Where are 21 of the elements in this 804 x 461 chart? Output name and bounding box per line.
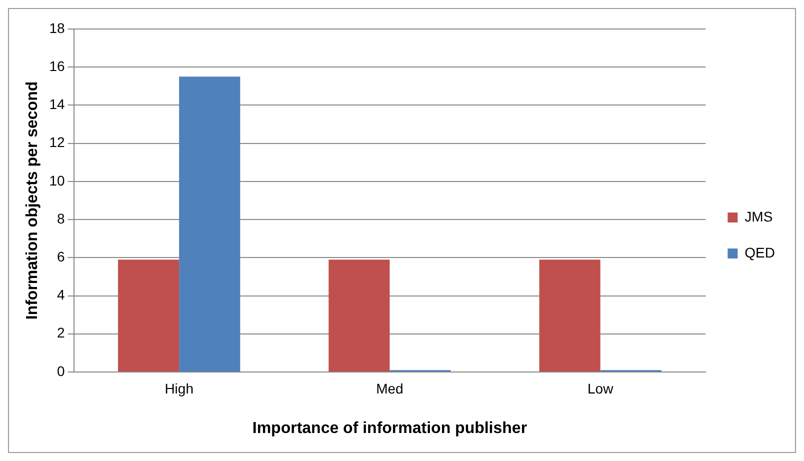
y-tick-label: 4 <box>56 286 65 303</box>
bar <box>179 76 240 372</box>
legend-label: JMS <box>744 208 773 224</box>
bar <box>539 260 600 372</box>
x-axis-title: Importance of information publisher <box>252 420 528 437</box>
y-tick-label: 2 <box>56 324 65 341</box>
y-tick-label: 10 <box>49 172 65 188</box>
y-axis-title: Information objects per second <box>24 81 42 320</box>
x-tick-label: Low <box>588 380 614 396</box>
bar <box>118 260 180 372</box>
x-tick-label: High <box>164 380 194 396</box>
y-tick-label: 6 <box>56 248 65 265</box>
y-tick-label: 12 <box>49 134 65 150</box>
y-tick-label: 8 <box>56 210 65 226</box>
bar <box>328 260 390 372</box>
y-tick-label: 0 <box>56 362 65 379</box>
legend-label: QED <box>744 244 776 260</box>
y-tick-label: 18 <box>49 20 65 36</box>
x-tick-label: Med <box>376 380 404 396</box>
y-tick-label: 16 <box>49 58 65 74</box>
y-tick-label: 14 <box>49 96 65 112</box>
